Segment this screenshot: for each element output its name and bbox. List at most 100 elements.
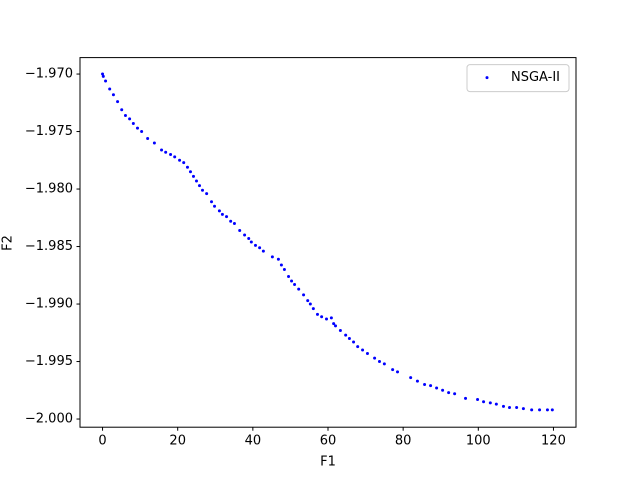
data-point [290,279,294,283]
data-point [101,74,105,78]
data-point [220,212,224,216]
y-tick-label: −1.970 [25,67,73,82]
data-point [279,263,283,267]
data-point [128,117,132,121]
data-point [173,155,177,159]
data-point [185,165,189,169]
data-point [169,153,173,157]
data-point [441,388,445,392]
y-axis-label: F2 [1,235,16,251]
data-point [160,148,164,152]
data-point [338,328,342,332]
data-point [140,130,144,134]
data-point [429,384,433,388]
data-point [210,200,214,204]
data-point [178,158,182,162]
x-tick-label: 80 [395,434,412,449]
data-point [116,100,120,104]
data-point [320,315,324,319]
y-tick-label: −1.995 [25,354,73,369]
data-point [229,219,233,223]
data-point [247,236,251,240]
data-point [347,337,351,341]
data-point [352,340,356,344]
data-point [243,233,247,237]
data-point [194,179,198,183]
data-point [164,150,168,154]
data-point [521,407,525,411]
x-tick-label: 40 [245,434,262,449]
data-point [344,333,348,337]
x-tick-label: 120 [541,434,566,449]
data-point [334,324,338,328]
x-axis-label: F1 [320,455,336,470]
data-point [302,293,306,297]
plot-frame [79,57,577,428]
data-point [501,404,505,408]
data-point [476,397,480,401]
x-tick-label: 100 [466,434,491,449]
data-point [111,93,115,97]
data-point [382,362,386,366]
x-tick-label: 20 [169,434,186,449]
data-point [261,249,265,253]
data-point [415,379,419,383]
data-point [435,386,439,390]
data-point [104,79,108,83]
data-point [306,299,310,303]
legend-box [466,64,570,93]
y-tick-label: −1.980 [25,182,73,197]
data-point [131,121,135,125]
data-point [123,113,127,117]
data-point [324,317,328,321]
data-point [258,246,262,250]
y-tick-label: −1.990 [25,297,73,312]
data-point [182,161,186,165]
data-point [205,192,209,196]
data-point [108,87,112,91]
data-point [545,408,549,412]
y-tick-label: −2.000 [25,412,73,427]
data-point [200,188,204,192]
data-point [423,383,427,387]
data-point [377,360,381,364]
data-point [287,274,291,278]
data-point [297,287,301,291]
y-tick-label: −1.975 [25,124,73,139]
data-point [494,402,498,406]
x-tick-label: 0 [98,434,106,449]
data-point [197,184,201,188]
data-point [101,72,105,76]
data-point [146,136,150,140]
data-point [538,408,542,412]
data-point [120,108,124,112]
data-point [373,356,377,360]
data-point [396,370,400,374]
data-point [409,376,413,380]
data-point [515,406,519,410]
data-point [152,141,156,145]
data-point [361,348,365,352]
data-point [282,268,286,272]
data-point [530,408,534,412]
y-tick-label: −1.985 [25,239,73,254]
data-point [276,257,280,261]
data-point [488,401,492,405]
data-point [507,406,511,410]
data-point [217,209,221,213]
legend-label: NSGA-II [511,70,560,85]
data-point [453,392,457,396]
data-point [329,316,333,320]
data-point [365,351,369,355]
data-point [391,368,395,372]
data-point [447,391,451,395]
data-point [232,222,236,226]
data-point [225,215,229,219]
data-point [482,400,486,404]
data-point [332,322,336,326]
data-point [213,204,217,208]
data-point [550,408,554,412]
data-point [315,312,319,316]
x-tick-label: 60 [320,434,337,449]
